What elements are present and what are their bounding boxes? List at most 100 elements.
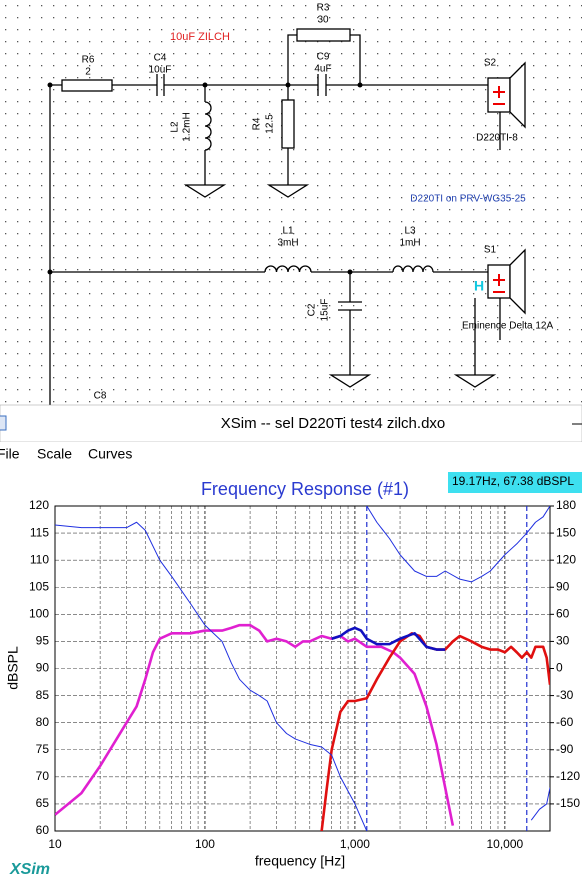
y2-tick-label: 90 (556, 579, 570, 593)
polarity (493, 274, 505, 293)
chart: Frequency Response (#1) frequency [Hz] d… (5, 479, 581, 869)
brand: XSim (9, 861, 50, 878)
y-axis-label: dBSPL (5, 646, 21, 690)
capacitor (317, 74, 327, 96)
value: 15uF (320, 299, 331, 322)
ground (453, 374, 497, 388)
y-tick-label: 95 (36, 634, 50, 648)
spl-line (331, 626, 446, 651)
ground (183, 184, 227, 198)
y2-tick-label: 150 (556, 525, 576, 539)
speaker-ref: S2 (484, 58, 497, 69)
y-tick-label: 60 (36, 823, 50, 837)
x-tick-label: 100 (195, 837, 215, 851)
ref: R3 (317, 3, 330, 14)
phase-line (55, 521, 368, 831)
y-tick-label: 115 (30, 525, 49, 539)
menu-item[interactable]: Scale (37, 446, 72, 462)
value: 12.5 (265, 114, 276, 134)
resistor (296, 28, 351, 42)
window-title: XSim -- sel D220Ti test4 zilch.dxo (221, 415, 446, 432)
capacitor (156, 74, 165, 96)
value: 2 (85, 67, 91, 78)
value: 3mH (277, 238, 298, 249)
spl-line (55, 623, 455, 826)
resistor (61, 79, 113, 92)
y2-tick-label: -150 (556, 796, 580, 810)
speaker-model: D220TI-8 (476, 133, 518, 144)
y-tick-label: 105 (29, 579, 49, 593)
y-tick-label: 90 (36, 661, 50, 675)
chart-title: Frequency Response (#1) (201, 479, 409, 499)
menu-item[interactable]: Curves (88, 446, 132, 462)
app-icon (0, 415, 7, 431)
ref: C2 (307, 303, 318, 316)
spl-line (320, 631, 550, 831)
y-tick-label: 110 (30, 552, 49, 566)
y2-tick-label: 30 (556, 634, 570, 648)
x-tick-label: 10 (48, 837, 62, 851)
speaker-ref: S1 (484, 245, 497, 256)
ref: C9 (317, 52, 330, 63)
value: 10uF (149, 65, 172, 76)
speaker-marker: H (474, 278, 484, 294)
plot (55, 506, 550, 831)
y2-tick-label: -90 (556, 742, 574, 756)
ref: R6 (82, 55, 95, 66)
capacitor (338, 301, 362, 311)
value: 30 (317, 15, 329, 26)
wires (47, 34, 501, 405)
y-tick-label: 85 (36, 688, 50, 702)
phase-line (530, 787, 550, 821)
dot-grid (0, 0, 582, 405)
cursor-readout-box (448, 472, 582, 493)
y2-tick-label: 0 (556, 661, 563, 675)
components (61, 28, 526, 388)
y-tick-label: 120 (29, 498, 49, 512)
x-axis-label: frequency [Hz] (255, 853, 345, 869)
y2-tick-label: -60 (556, 715, 574, 729)
schematic: 10uF ZILCH R6 2 C4 10uF L2 1.2mH R4 12.5… (0, 0, 582, 405)
inductor (204, 101, 212, 151)
x-tick-label: 1,000 (340, 837, 370, 851)
y-tick-label: 70 (36, 769, 50, 783)
speaker-cone (509, 248, 526, 315)
ref: L3 (404, 226, 416, 237)
annotation: 10uF ZILCH (170, 31, 230, 43)
resistor (281, 99, 295, 149)
x-tick-label: 10,000 (487, 837, 524, 851)
polarity (493, 86, 505, 105)
y-tick-label: 65 (36, 796, 50, 810)
ref: R4 (252, 117, 263, 130)
title-bar (0, 404, 582, 443)
ground (328, 374, 372, 388)
y2-tick-label: -120 (556, 769, 580, 783)
ref: C8 (94, 391, 107, 402)
inductor (392, 265, 434, 273)
phase-line (366, 506, 550, 583)
ref: L2 (170, 121, 181, 133)
y2-tick-label: -30 (556, 688, 574, 702)
y2-tick-label: 60 (556, 607, 570, 621)
inductor (264, 265, 312, 273)
y-tick-label: 75 (36, 742, 50, 756)
ref: L1 (282, 226, 294, 237)
menu-bar (0, 442, 582, 468)
speaker-cone (509, 61, 526, 129)
cursor-readout: 19.17Hz, 67.38 dBSPL (452, 474, 574, 488)
ref: C4 (154, 53, 167, 64)
value: 4uF (314, 64, 331, 75)
y2-tick-label: 180 (556, 498, 576, 512)
note: D220TI on PRV-WG35-25 (410, 194, 526, 205)
plot-frame (54, 505, 551, 832)
value: 1.2mH (182, 112, 193, 141)
value: 1mH (399, 238, 420, 249)
speaker-model: Eminence Delta 12A (462, 321, 553, 332)
y-tick-label: 100 (29, 607, 49, 621)
ground (266, 184, 310, 198)
menu-item[interactable]: File (0, 446, 20, 462)
y-tick-label: 80 (36, 715, 50, 729)
y2-tick-label: 120 (556, 552, 576, 566)
